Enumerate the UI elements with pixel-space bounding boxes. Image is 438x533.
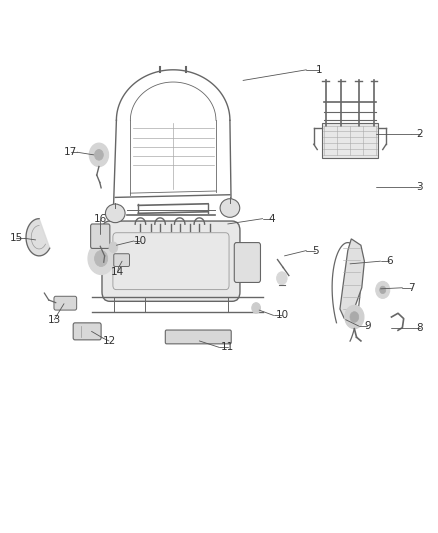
FancyBboxPatch shape: [91, 224, 110, 248]
Circle shape: [277, 272, 287, 285]
Circle shape: [89, 143, 109, 166]
Text: 14: 14: [111, 267, 124, 277]
FancyBboxPatch shape: [321, 123, 378, 158]
Ellipse shape: [106, 204, 125, 223]
Text: 1: 1: [316, 65, 323, 75]
Text: 11: 11: [221, 342, 234, 352]
Text: 17: 17: [64, 147, 77, 157]
Circle shape: [109, 242, 118, 253]
Text: 2: 2: [417, 128, 423, 139]
Ellipse shape: [220, 199, 240, 217]
Circle shape: [95, 150, 103, 160]
Text: 3: 3: [417, 182, 423, 192]
Text: 4: 4: [268, 214, 275, 224]
FancyBboxPatch shape: [54, 296, 77, 310]
Polygon shape: [26, 219, 49, 256]
FancyBboxPatch shape: [165, 330, 231, 344]
Text: 16: 16: [94, 214, 107, 224]
Circle shape: [88, 243, 114, 274]
Polygon shape: [340, 239, 364, 319]
Text: 9: 9: [364, 321, 371, 331]
Text: 7: 7: [408, 283, 414, 293]
Circle shape: [380, 286, 386, 294]
FancyBboxPatch shape: [234, 243, 261, 282]
Text: 10: 10: [276, 310, 289, 320]
Text: 15: 15: [9, 233, 23, 244]
FancyBboxPatch shape: [73, 323, 101, 340]
Text: 10: 10: [134, 236, 147, 246]
FancyBboxPatch shape: [102, 221, 240, 301]
Text: 13: 13: [48, 314, 61, 325]
Circle shape: [376, 281, 390, 298]
Circle shape: [252, 303, 261, 313]
Circle shape: [345, 305, 364, 329]
Circle shape: [95, 251, 108, 266]
Circle shape: [350, 312, 359, 322]
Text: 8: 8: [417, 322, 423, 333]
Text: 12: 12: [102, 336, 116, 346]
Text: 5: 5: [312, 246, 318, 255]
FancyBboxPatch shape: [114, 254, 130, 266]
Text: 6: 6: [386, 256, 392, 266]
